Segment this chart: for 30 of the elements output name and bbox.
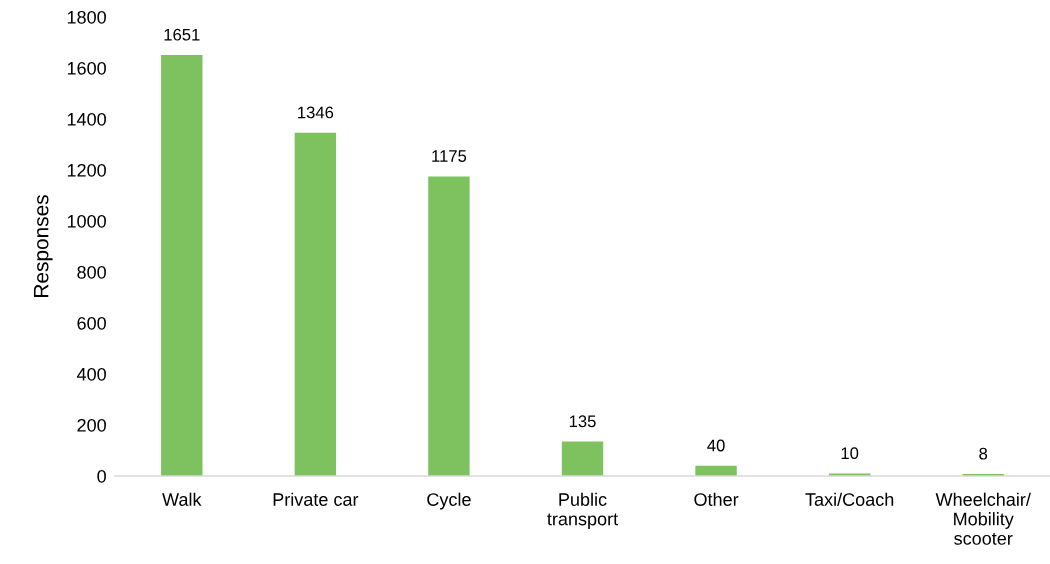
- y-axis-title: Responses: [33, 195, 53, 297]
- y-tick-label: 1000: [67, 214, 106, 228]
- y-tick-label: 1400: [67, 112, 106, 126]
- x-tick-label: Cycle: [427, 492, 471, 510]
- bar: [695, 465, 737, 476]
- x-tick-label: Private car: [273, 492, 359, 506]
- x-tick-label: Public transport: [547, 492, 618, 529]
- y-tick-label: 200: [77, 418, 106, 432]
- x-tick-label: Walk: [162, 492, 202, 506]
- data-label: 10: [841, 447, 859, 460]
- data-label: 1651: [164, 28, 200, 41]
- y-tick-label: 1600: [67, 61, 106, 75]
- y-tick-label: 1200: [67, 163, 106, 177]
- x-tick-label: Other: [694, 492, 739, 506]
- data-label: 135: [569, 415, 596, 428]
- y-tick-label: 800: [77, 265, 106, 279]
- y-tick-label: 1800: [67, 10, 106, 24]
- bar: [561, 441, 604, 476]
- data-label: 8: [979, 447, 988, 460]
- y-tick-label: 400: [76, 367, 106, 381]
- bar: [428, 176, 470, 476]
- y-tick-label: 600: [77, 316, 106, 330]
- bar: [294, 132, 337, 476]
- y-tick-label: 0: [97, 469, 106, 483]
- data-label: 1346: [298, 106, 334, 119]
- data-label: 1175: [432, 150, 467, 162]
- data-label: 40: [707, 439, 725, 452]
- bar: [161, 55, 203, 476]
- x-tick-label: Taxi/Coach: [805, 492, 894, 506]
- x-tick-label: Wheelchair/ Mobility scooter: [935, 492, 1031, 545]
